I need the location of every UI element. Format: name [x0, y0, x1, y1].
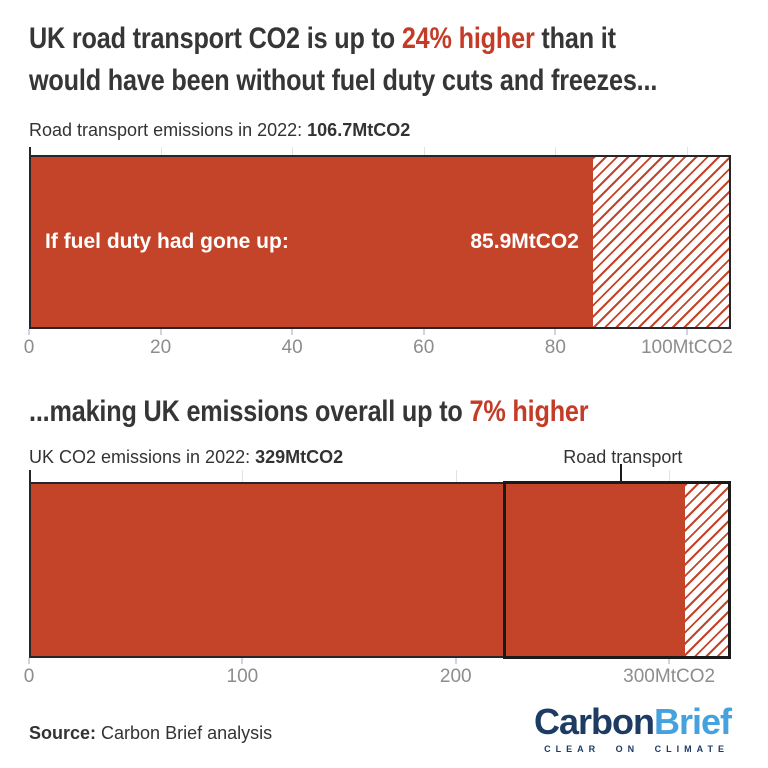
axis-tick-label: 200 [439, 666, 472, 687]
source-note: Source: Carbon Brief analysis [29, 723, 272, 744]
axis-tick-label: 100MtCO2 [640, 337, 733, 358]
axis-tick-label: 60 [413, 337, 435, 358]
chart1-subtitle: Road transport emissions in 2022: 106.7M… [29, 118, 731, 143]
chart1-title-line2: would have been without fuel duty cuts a… [29, 64, 658, 97]
title-text: than it [534, 22, 616, 55]
chart1-bar-label: If fuel duty had gone up: [45, 230, 289, 253]
axis-tick-label: 0 [23, 337, 35, 358]
logo-wordmark: CarbonBrief [533, 701, 732, 742]
axis-tick-label: 80 [544, 337, 566, 358]
axis-tick [28, 329, 30, 335]
logo-brief: Brief [653, 701, 732, 742]
axis-tick [159, 329, 162, 335]
chart2-subtitle-value: 329MtCO2 [255, 447, 344, 467]
axis-tick [422, 329, 425, 335]
axis-tick [554, 329, 557, 335]
road-transport-annotation-label: Road transport [563, 447, 683, 467]
chart1-segment-hatched [592, 157, 729, 327]
source-label: Source: [29, 723, 97, 743]
axis-tick [454, 658, 457, 664]
chart1-y-axis [29, 147, 31, 329]
title-highlight: 24% higher [401, 22, 535, 55]
axis-tick-label: 300MtCO2 [623, 666, 716, 687]
chart1-bar-value: 85.9MtCO2 [470, 230, 579, 253]
chart2-segment-solid [31, 484, 685, 656]
chart2-subtitle-row: UK CO2 emissions in 2022: 329MtCO2 Road … [29, 445, 731, 470]
chart2-subtitle-text: UK CO2 emissions in 2022: [29, 447, 256, 467]
source-text: Carbon Brief analysis [96, 723, 273, 743]
chart1-title-line1: UK road transport CO2 is up to 24% highe… [29, 18, 619, 60]
axis-tick-label: 100 [226, 666, 259, 687]
chart2-title-line1: ...making UK emissions overall up to 7% … [29, 391, 619, 433]
axis-tick-label: 20 [150, 337, 172, 358]
axis-tick [668, 658, 671, 664]
logo-carbon: Carbon [533, 701, 655, 742]
chart2-title: ...making UK emissions overall up to 7% … [29, 391, 731, 433]
chart1-title: UK road transport CO2 is up to 24% highe… [29, 18, 731, 102]
title-highlight: 7% higher [469, 395, 589, 428]
axis-tick-label: 0 [23, 666, 35, 687]
axis-tick [28, 658, 30, 664]
logo-tagline: CLEAR ON CLIMATE [544, 744, 729, 754]
title-text: UK road transport CO2 is up to [29, 22, 402, 55]
chart2-subtitle: UK CO2 emissions in 2022: 329MtCO2 [29, 447, 343, 467]
axis-tick [241, 658, 244, 664]
carbonbrief-logo: CarbonBrief CLEAR ON CLIMATE [533, 701, 732, 754]
chart2-y-axis [29, 470, 31, 658]
axis-tick [685, 329, 688, 335]
road-transport-box [502, 481, 731, 659]
chart1-segment-solid: If fuel duty had gone up: 85.9MtCO2 [31, 157, 593, 327]
annotation-connector-line [620, 464, 623, 482]
chart1-bar: If fuel duty had gone up: 85.9MtCO2 [29, 155, 731, 329]
title-text: ...making UK emissions overall up to [29, 395, 470, 428]
chart2-plot [29, 464, 731, 659]
axis-tick [291, 329, 294, 335]
chart2-x-axis: 0 100 200 300MtCO2 [24, 658, 731, 690]
footer: Source: Carbon Brief analysis CarbonBrie… [29, 701, 732, 754]
chart2-bar [29, 464, 731, 659]
chart1-x-axis: 0 20 40 60 80 100MtCO2 [24, 329, 733, 361]
chart2-segment-hatched [684, 484, 729, 656]
axis-tick-label: 40 [281, 337, 303, 358]
chart1-subtitle-text: Road transport emissions in 2022: [29, 120, 308, 140]
chart1-plot: If fuel duty had gone up: 85.9MtCO2 [29, 147, 731, 329]
chart1-subtitle-value: 106.7MtCO2 [307, 120, 411, 140]
